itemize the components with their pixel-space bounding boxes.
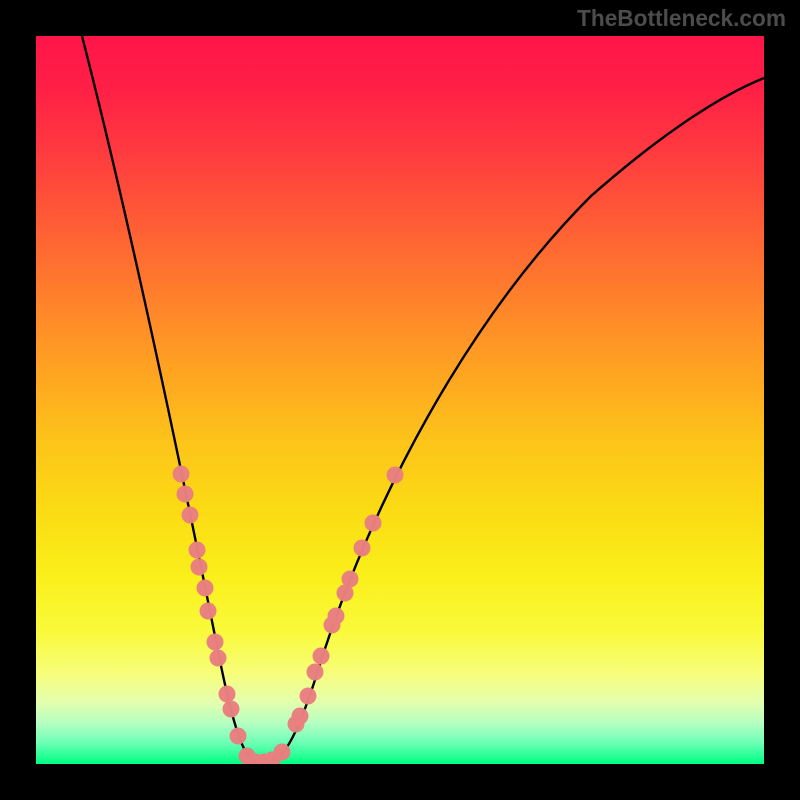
data-point [230,728,247,745]
data-point [328,608,345,625]
data-point [210,650,227,667]
data-point [365,515,382,532]
data-point [387,467,404,484]
data-point [182,507,199,524]
data-point [200,603,217,620]
data-point [274,744,291,761]
data-point [189,542,206,559]
data-point [313,648,330,665]
data-point [307,664,324,681]
data-point [177,486,194,503]
data-point [300,688,317,705]
chart-root: TheBottleneck.com [0,0,800,800]
data-point [292,708,309,725]
data-point [207,634,224,651]
curve-layer [36,36,764,764]
data-point [354,540,371,557]
data-point [342,571,359,588]
data-point [223,701,240,718]
plot-area [36,36,764,764]
v-curve [82,36,764,761]
data-point [173,466,190,483]
attribution-text: TheBottleneck.com [577,5,786,32]
data-point [191,559,208,576]
data-point [197,580,214,597]
